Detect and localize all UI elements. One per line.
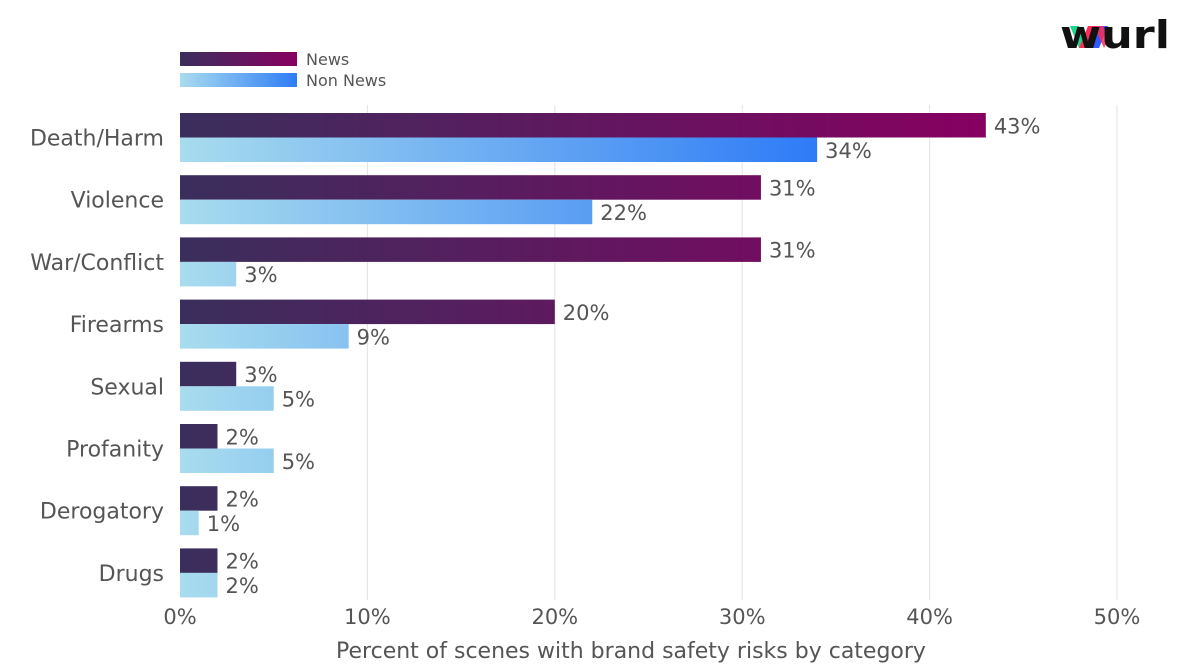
data-label-nonnews: 5% [282,450,315,474]
data-label-nonnews: 1% [207,512,240,536]
category-label: Death/Harm [30,127,164,152]
bar-news [180,548,218,573]
bar-news [180,175,761,200]
bar-nonnews [180,386,274,411]
bar-nonnews [180,199,593,225]
category-label: Violence [71,189,164,214]
x-tick-labels: 0% 10% 20% 30% 40% 50% [163,605,1140,629]
bar-news [180,113,986,138]
bar-news [180,486,218,511]
data-label-news: 2% [225,487,258,511]
legend-swatch-news [180,52,297,66]
data-label-news: 31% [769,176,816,200]
bar-news [180,424,218,449]
legend: News Non News [180,50,386,90]
data-labels: 43%34%31%22%31%3%20%9%3%5%2%5%2%1%2%2% [207,114,1041,598]
logo-text: wurl [1060,13,1170,57]
x-tick-label: 10% [344,605,391,629]
data-label-news: 2% [225,550,258,574]
bar-news [180,237,761,262]
data-label-nonnews: 9% [357,325,390,349]
x-tick-label: 0% [163,605,196,629]
legend-swatch-nonnews [180,73,297,87]
x-tick-label: 30% [719,605,766,629]
category-label: Firearms [70,313,164,338]
data-label-nonnews: 34% [825,139,872,163]
legend-label-nonnews: Non News [306,71,386,90]
x-tick-label: 40% [906,605,953,629]
bar-news [180,361,237,387]
data-label-news: 20% [563,301,610,325]
category-label: Derogatory [40,500,164,525]
data-label-news: 31% [769,239,816,263]
bar-nonnews [180,261,237,287]
bar-nonnews [180,137,818,162]
logo-w-mark [1070,26,1108,48]
category-label: Drugs [99,562,164,587]
data-label-nonnews: 2% [225,574,258,598]
x-axis-title: Percent of scenes with brand safety risk… [336,639,926,664]
category-label: War/Conflict [30,251,164,276]
x-tick-label: 50% [1094,605,1141,629]
legend-label-news: News [306,50,349,69]
data-label-news: 2% [225,425,258,449]
data-label-news: 3% [244,363,277,387]
data-label-nonnews: 22% [600,201,647,225]
bars [180,113,986,598]
data-label-nonnews: 3% [244,263,277,287]
bar-nonnews [180,510,199,536]
data-label-news: 43% [994,114,1041,138]
bar-nonnews [180,448,274,473]
wurl-logo: wurl [1060,13,1170,57]
x-tick-label: 20% [531,605,578,629]
bar-nonnews [180,572,218,598]
category-labels: Death/Harm Violence War/Conflict Firearms Se… [30,127,164,587]
category-label: Profanity [66,438,164,463]
data-label-nonnews: 5% [282,388,315,412]
category-label: Sexual [90,375,164,400]
bar-news [180,299,555,325]
bar-nonnews [180,324,349,349]
